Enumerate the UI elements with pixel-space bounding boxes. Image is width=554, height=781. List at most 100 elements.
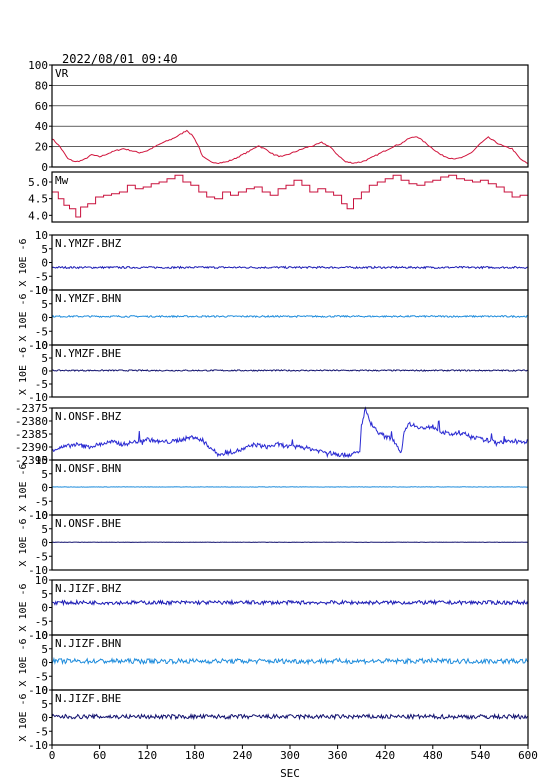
series-ymzf_bhz — [51, 265, 529, 270]
x-tick-label: 420 — [375, 749, 395, 762]
y-tick-label: 4.0 — [28, 209, 48, 222]
y-unit-label: X 10E -6 — [18, 347, 29, 395]
series-mw — [52, 174, 529, 218]
y-tick-label: 10 — [35, 339, 48, 352]
y-tick-label: 0 — [41, 161, 48, 174]
x-tick-label: 0 — [49, 749, 56, 762]
panel-frame — [51, 64, 529, 168]
series-vr — [51, 129, 529, 165]
y-tick-label: 10 — [35, 509, 48, 522]
y-unit-label: X 10E -6 — [18, 463, 29, 511]
panel-label: N.ONSF.BHN — [55, 462, 121, 475]
y-tick-label: -10 — [28, 509, 48, 522]
y-tick-label: 80 — [35, 79, 48, 92]
y-unit-label: X 10E -6 — [18, 293, 29, 341]
y-tick-label: 100 — [28, 59, 48, 72]
y-tick-label: 10 — [35, 284, 48, 297]
y-tick-label: -10 — [28, 339, 48, 352]
y-tick-label: 0 — [41, 602, 48, 615]
y-tick-label: 0 — [41, 312, 48, 325]
y-tick-label: 10 — [35, 629, 48, 642]
x-axis-label: SEC — [280, 767, 300, 780]
y-tick-label: -2385 — [15, 428, 48, 441]
panel-mw: 4.0 4.5 5.0 Mw — [28, 171, 529, 223]
y-tick-label: -5 — [35, 725, 48, 738]
y-tick-label: 5 — [41, 352, 48, 365]
x-axis: 0 60 120 180 240 300 360 420 480 540 600 — [49, 745, 538, 762]
y-tick-label: 40 — [35, 120, 48, 133]
y-tick-label: -10 — [28, 739, 48, 752]
y-tick-label: -5 — [35, 378, 48, 391]
y-tick-label: 0 — [41, 537, 48, 550]
y-tick-label: 4.5 — [28, 193, 48, 206]
panel-label: Mw — [55, 174, 69, 187]
y-unit-label: X 10E -6 — [18, 693, 29, 741]
y-tick-label: 10 — [35, 229, 48, 242]
panel-frame — [51, 634, 529, 691]
panel-label: N.JIZF.BHN — [55, 637, 121, 650]
y-tick-label: 0 — [41, 257, 48, 270]
x-tick-label: 480 — [423, 749, 443, 762]
y-tick-label: -5 — [35, 550, 48, 563]
x-tick-label: 360 — [328, 749, 348, 762]
series-ymzf_bhe — [51, 369, 529, 372]
panel-label: VR — [55, 67, 69, 80]
y-tick-label: -10 — [28, 684, 48, 697]
y-tick-label: -5 — [35, 615, 48, 628]
y-tick-label: 5 — [41, 243, 48, 256]
y-tick-label: -10 — [28, 564, 48, 577]
series-jizf_bhe — [51, 712, 529, 721]
y-tick-label: 10 — [35, 454, 48, 467]
y-tick-label: -2395 — [15, 454, 48, 467]
y-tick-label: 5 — [41, 468, 48, 481]
y-tick-label: 0 — [41, 657, 48, 670]
y-tick-label: -2375 — [15, 402, 48, 415]
y-tick-label: -5 — [35, 495, 48, 508]
panel-label: N.JIZF.BHE — [55, 692, 121, 705]
y-tick-label: 5.0 — [28, 176, 48, 189]
y-tick-label: 20 — [35, 141, 48, 154]
x-tick-label: 240 — [232, 749, 252, 762]
y-tick-label: -5 — [35, 670, 48, 683]
y-tick-label: 10 — [35, 684, 48, 697]
y-tick-label: -10 — [28, 391, 48, 404]
y-tick-label: 5 — [41, 588, 48, 601]
x-tick-label: 180 — [185, 749, 205, 762]
panel-label: N.ONSF.BHZ — [55, 410, 122, 423]
y-tick-label: 10 — [35, 574, 48, 587]
y-tick-label: 0 — [41, 482, 48, 495]
y-tick-label: 60 — [35, 100, 48, 113]
y-tick-label: -2390 — [15, 441, 48, 454]
panel-label: N.YMZF.BHE — [55, 347, 121, 360]
y-tick-label: -10 — [28, 629, 48, 642]
panel-label: N.YMZF.BHZ — [55, 237, 122, 250]
y-tick-label: 5 — [41, 698, 48, 711]
panel-onsf_bhz: -2395-2390-2385-2380-2375 N.ONSF.BHZ — [15, 402, 529, 467]
panel-frame — [51, 234, 529, 291]
x-tick-label: 600 — [518, 749, 538, 762]
y-tick-label: 0 — [41, 365, 48, 378]
x-tick-label: 120 — [137, 749, 157, 762]
series-jizf_bhz — [51, 598, 529, 607]
x-tick-label: 60 — [93, 749, 106, 762]
panel-vr: 0 20 40 60 80 100 VR — [28, 59, 529, 174]
y-tick-label: 5 — [41, 523, 48, 536]
series-ymzf_bhn — [51, 314, 529, 319]
y-tick-label: 5 — [41, 298, 48, 311]
x-tick-label: 300 — [280, 749, 300, 762]
y-tick-label: -10 — [28, 284, 48, 297]
y-tick-label: -5 — [35, 270, 48, 283]
y-tick-label: -2380 — [15, 415, 48, 428]
y-unit-label: X 10E -6 — [18, 583, 29, 631]
y-tick-label: 5 — [41, 643, 48, 656]
